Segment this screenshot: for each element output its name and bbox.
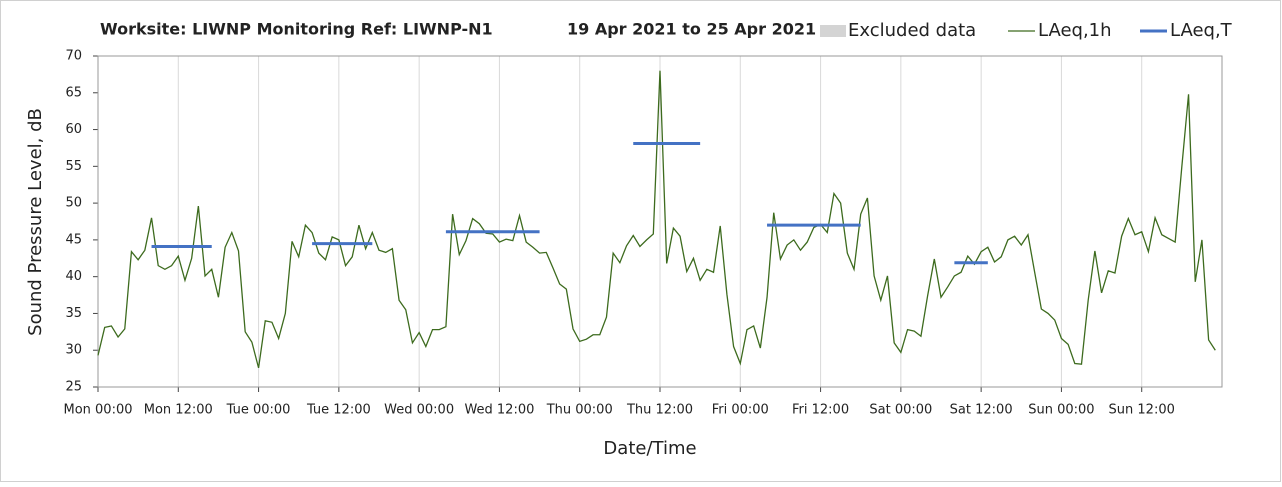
x-tick-label: Sat 12:00: [950, 403, 1013, 418]
chart-subtitle: 19 Apr 2021 to 25 Apr 2021: [567, 20, 816, 39]
x-tick-label: Tue 12:00: [306, 403, 371, 418]
x-tick-label: Thu 12:00: [626, 403, 693, 418]
legend-label: LAeq,1h: [1038, 20, 1112, 41]
x-tick-label: Sat 00:00: [869, 403, 932, 418]
y-tick-label: 45: [65, 232, 82, 247]
plot-border: [97, 55, 1223, 388]
x-tick-label: Thu 00:00: [546, 403, 613, 418]
data-line: [97, 70, 1216, 369]
x-tick-label: Mon 00:00: [63, 403, 132, 418]
x-tick-label: Fri 00:00: [712, 403, 769, 418]
x-tick-label: Wed 12:00: [464, 403, 534, 418]
legend-label: Excluded data: [848, 20, 976, 41]
y-tick-label: 40: [65, 269, 82, 284]
y-tick-label: 55: [65, 159, 82, 174]
y-axis-label: Sound Pressure Level, dB: [25, 108, 46, 336]
y-tick-label: 25: [65, 380, 82, 395]
x-tick-label: Sun 00:00: [1028, 403, 1094, 418]
y-tick-label: 60: [65, 122, 82, 137]
y-tick-label: 70: [65, 49, 82, 64]
y-tick-label: 65: [65, 85, 82, 100]
legend-swatch: [820, 25, 846, 37]
x-axis-label: Date/Time: [603, 438, 696, 459]
y-tick-label: 50: [65, 196, 82, 211]
x-tick-label: Tue 00:00: [226, 403, 291, 418]
y-tick-label: 30: [65, 343, 82, 358]
legend-label: LAeq,T: [1170, 20, 1233, 41]
chart-title: Worksite: LIWNP Monitoring Ref: LIWNP-N1: [100, 20, 493, 39]
x-tick-label: Sun 12:00: [1109, 403, 1175, 418]
x-tick-label: Fri 12:00: [792, 403, 849, 418]
y-tick-label: 35: [65, 306, 82, 321]
x-tick-label: Mon 12:00: [144, 403, 213, 418]
x-tick-label: Wed 00:00: [384, 403, 454, 418]
